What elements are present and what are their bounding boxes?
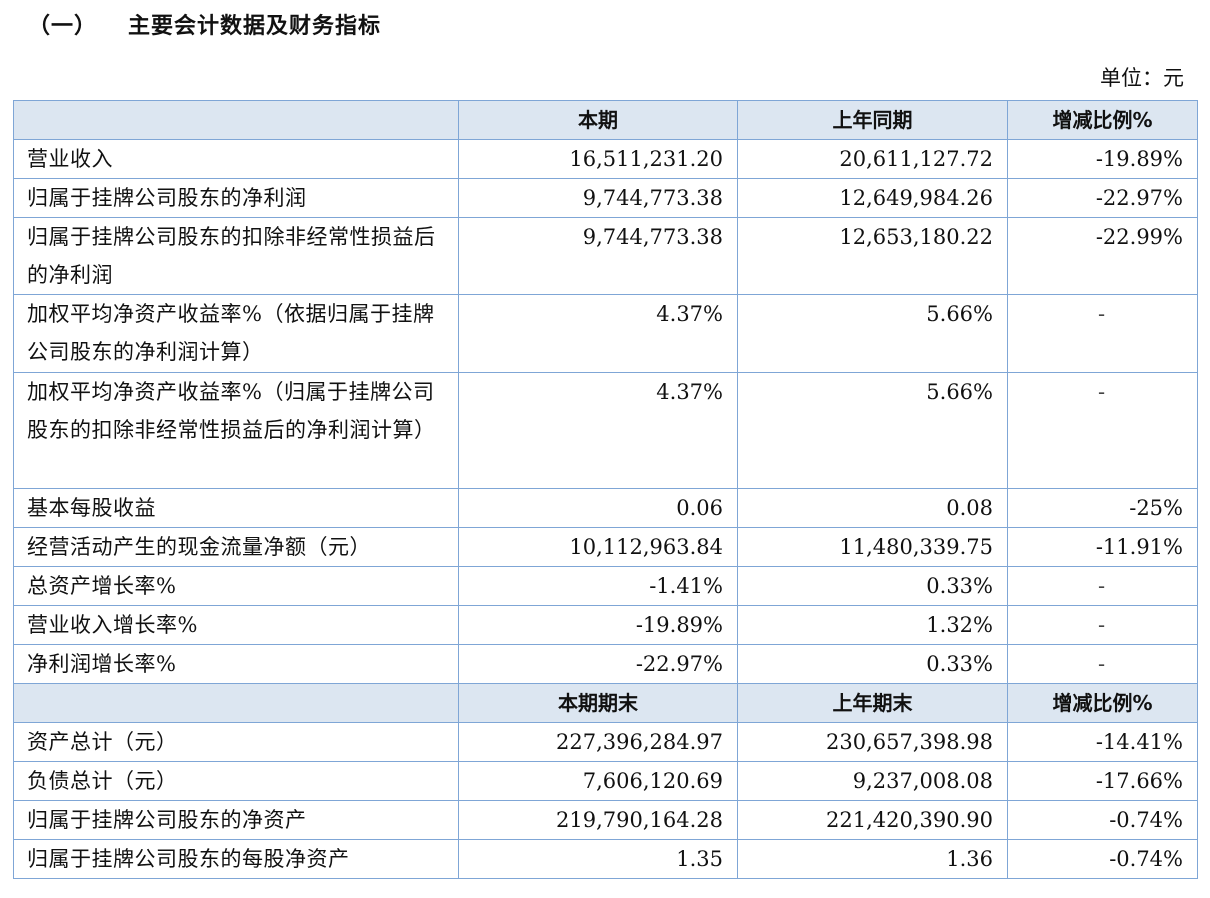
row-label: 营业收入: [13, 139, 459, 179]
section-title: 主要会计数据及财务指标: [128, 14, 382, 39]
prior-value: 20,611,127.72: [737, 139, 1008, 179]
current-value: 9,744,773.38: [458, 217, 738, 295]
row-label: 归属于挂牌公司股东的净资产: [13, 800, 459, 840]
change-value: -0.74%: [1007, 800, 1198, 840]
current-value: 4.37%: [458, 372, 738, 489]
table-row: 营业收入增长率% -19.89% 1.32% -: [13, 605, 1198, 645]
change-value: -14.41%: [1007, 722, 1198, 762]
current-value: 4.37%: [458, 294, 738, 373]
row-label: 总资产增长率%: [13, 566, 459, 606]
current-value: 219,790,164.28: [458, 800, 738, 840]
current-value: -1.41%: [458, 566, 738, 606]
current-value: 7,606,120.69: [458, 761, 738, 801]
table-row: 加权平均净资产收益率%（依据归属于挂牌公司股东的净利润计算） 4.37% 5.6…: [13, 294, 1198, 373]
subheader-period-end: 本期期末: [458, 683, 738, 723]
change-value: -19.89%: [1007, 139, 1198, 179]
prior-value: 5.66%: [737, 372, 1008, 489]
table-row: 负债总计（元） 7,606,120.69 9,237,008.08 -17.66…: [13, 761, 1198, 801]
change-value: -11.91%: [1007, 527, 1198, 567]
table-row: 归属于挂牌公司股东的净利润 9,744,773.38 12,649,984.26…: [13, 178, 1198, 218]
prior-value: 230,657,398.98: [737, 722, 1008, 762]
section-number: （一）: [28, 14, 98, 39]
current-value: 16,511,231.20: [458, 139, 738, 179]
change-value: -0.74%: [1007, 839, 1198, 879]
row-label: 负债总计（元）: [13, 761, 459, 801]
table-row: 归属于挂牌公司股东的净资产 219,790,164.28 221,420,390…: [13, 800, 1198, 840]
row-label: 净利润增长率%: [13, 644, 459, 684]
change-value: -17.66%: [1007, 761, 1198, 801]
prior-value: 0.33%: [737, 566, 1008, 606]
row-label: 加权平均净资产收益率%（归属于挂牌公司股东的扣除非经常性损益后的净利润计算）: [13, 372, 459, 489]
change-value: -: [1007, 372, 1198, 489]
change-value: -: [1007, 644, 1198, 684]
table-row: 资产总计（元） 227,396,284.97 230,657,398.98 -1…: [13, 722, 1198, 762]
prior-value: 0.08: [737, 488, 1008, 528]
current-value: 9,744,773.38: [458, 178, 738, 218]
subheader-prior-period-end: 上年期末: [737, 683, 1008, 723]
prior-value: 0.33%: [737, 644, 1008, 684]
prior-value: 12,649,984.26: [737, 178, 1008, 218]
row-label: 加权平均净资产收益率%（依据归属于挂牌公司股东的净利润计算）: [13, 294, 459, 373]
table-subheader-row: 本期期末 上年期末 增减比例%: [13, 683, 1198, 723]
table-row: 基本每股收益 0.06 0.08 -25%: [13, 488, 1198, 528]
current-value: 0.06: [458, 488, 738, 528]
header-current-period: 本期: [458, 100, 738, 140]
row-label: 营业收入增长率%: [13, 605, 459, 645]
prior-value: 1.32%: [737, 605, 1008, 645]
table-row: 归属于挂牌公司股东的扣除非经常性损益后的净利润 9,744,773.38 12,…: [13, 217, 1198, 295]
table-row: 加权平均净资产收益率%（归属于挂牌公司股东的扣除非经常性损益后的净利润计算） 4…: [13, 372, 1198, 489]
current-value: 227,396,284.97: [458, 722, 738, 762]
row-label: 归属于挂牌公司股东的每股净资产: [13, 839, 459, 879]
current-value: -19.89%: [458, 605, 738, 645]
current-value: 10,112,963.84: [458, 527, 738, 567]
header-label-cell: [13, 100, 459, 140]
row-label: 基本每股收益: [13, 488, 459, 528]
change-value: -22.97%: [1007, 178, 1198, 218]
header-change-pct: 增减比例%: [1007, 100, 1198, 140]
change-value: -: [1007, 605, 1198, 645]
subheader-change-pct: 增减比例%: [1007, 683, 1198, 723]
table-row: 归属于挂牌公司股东的每股净资产 1.35 1.36 -0.74%: [13, 839, 1198, 879]
subheader-label-cell: [13, 683, 459, 723]
row-label: 归属于挂牌公司股东的净利润: [13, 178, 459, 218]
change-value: -: [1007, 294, 1198, 373]
header-prior-period: 上年同期: [737, 100, 1008, 140]
prior-value: 5.66%: [737, 294, 1008, 373]
table-row: 营业收入 16,511,231.20 20,611,127.72 -19.89%: [13, 139, 1198, 179]
change-value: -22.99%: [1007, 217, 1198, 295]
row-label: 经营活动产生的现金流量净额（元）: [13, 527, 459, 567]
table-header-row: 本期 上年同期 增减比例%: [13, 100, 1198, 140]
prior-value: 1.36: [737, 839, 1008, 879]
table-row: 净利润增长率% -22.97% 0.33% -: [13, 644, 1198, 684]
prior-value: 221,420,390.90: [737, 800, 1008, 840]
financial-indicators-table: 本期 上年同期 增减比例% 营业收入 16,511,231.20 20,611,…: [13, 100, 1198, 879]
table-row: 总资产增长率% -1.41% 0.33% -: [13, 566, 1198, 606]
prior-value: 12,653,180.22: [737, 217, 1008, 295]
section-heading: （一） 主要会计数据及财务指标: [28, 4, 381, 44]
table-row: 经营活动产生的现金流量净额（元） 10,112,963.84 11,480,33…: [13, 527, 1198, 567]
current-value: 1.35: [458, 839, 738, 879]
prior-value: 9,237,008.08: [737, 761, 1008, 801]
row-label: 归属于挂牌公司股东的扣除非经常性损益后的净利润: [13, 217, 459, 295]
change-value: -25%: [1007, 488, 1198, 528]
current-value: -22.97%: [458, 644, 738, 684]
prior-value: 11,480,339.75: [737, 527, 1008, 567]
change-value: -: [1007, 566, 1198, 606]
row-label: 资产总计（元）: [13, 722, 459, 762]
unit-label: 单位：元: [1100, 66, 1184, 90]
